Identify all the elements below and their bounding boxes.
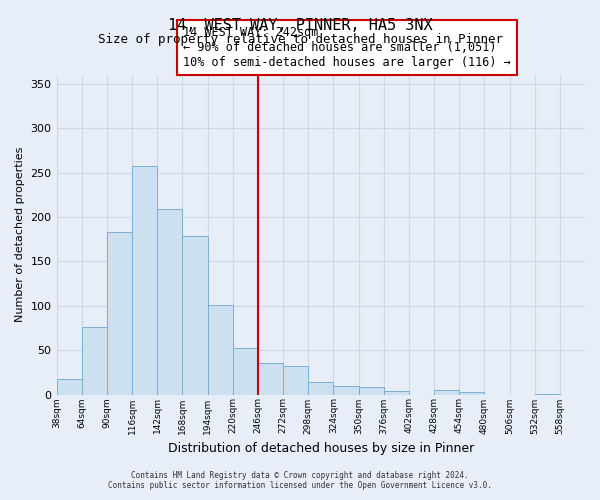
Bar	[258, 362, 283, 394]
Text: Contains HM Land Registry data © Crown copyright and database right 2024.
Contai: Contains HM Land Registry data © Crown c…	[108, 470, 492, 490]
Bar	[434, 390, 459, 394]
Bar	[208, 305, 233, 394]
Bar	[308, 382, 334, 394]
Bar	[359, 386, 383, 394]
Bar	[459, 392, 484, 394]
Bar	[157, 209, 182, 394]
Bar	[56, 378, 82, 394]
Text: 14 WEST WAY: 242sqm
← 90% of detached houses are smaller (1,051)
10% of semi-det: 14 WEST WAY: 242sqm ← 90% of detached ho…	[184, 26, 511, 68]
X-axis label: Distribution of detached houses by size in Pinner: Distribution of detached houses by size …	[167, 442, 474, 455]
Text: Size of property relative to detached houses in Pinner: Size of property relative to detached ho…	[97, 32, 503, 46]
Bar	[82, 327, 107, 394]
Bar	[132, 166, 157, 394]
Y-axis label: Number of detached properties: Number of detached properties	[15, 147, 25, 322]
Bar	[233, 348, 258, 395]
Bar	[334, 386, 359, 394]
Text: 14, WEST WAY, PINNER, HA5 3NX: 14, WEST WAY, PINNER, HA5 3NX	[167, 18, 433, 32]
Bar	[383, 391, 409, 394]
Bar	[283, 366, 308, 394]
Bar	[182, 236, 208, 394]
Bar	[107, 232, 132, 394]
